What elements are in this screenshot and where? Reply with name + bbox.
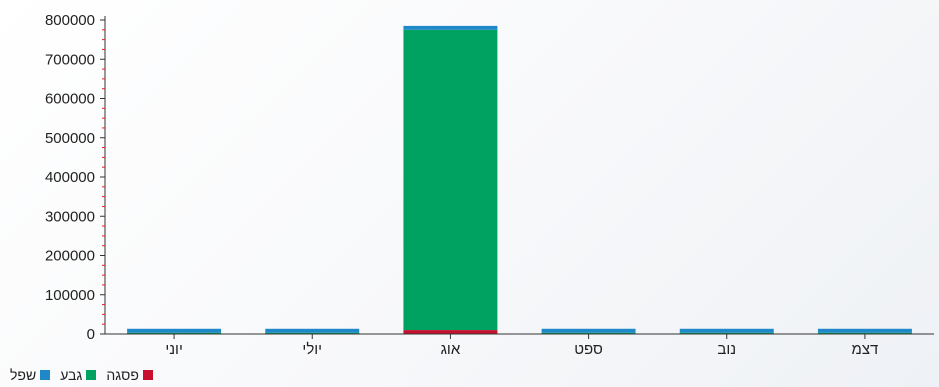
bar-segment [679, 328, 774, 333]
legend-item-mid: גבע [60, 367, 97, 383]
legend-swatch-low [40, 370, 51, 380]
legend-item-peak: פסגה [106, 368, 153, 382]
x-tick-label: ספט [574, 341, 603, 358]
y-tick-label: 300000 [45, 208, 95, 225]
bars [127, 25, 912, 334]
bar-segment [403, 25, 498, 30]
bar-segment [403, 29, 498, 331]
y-tick-label: 200000 [45, 248, 95, 265]
bar-segment [265, 328, 360, 333]
y-tick-label: 700000 [45, 51, 95, 68]
y-tick-label: 800000 [45, 12, 95, 29]
bar-segment [541, 328, 636, 333]
y-tick-label: 100000 [45, 287, 95, 304]
bar-segment [265, 332, 360, 334]
bar-segment [679, 332, 774, 334]
bar-segment [817, 328, 912, 333]
y-tick-label: 500000 [45, 130, 95, 147]
x-tick-label: יולי [302, 341, 322, 358]
x-axis: יוני יולי אוג ספט נוב דצמ [105, 333, 934, 358]
x-tick-label: יוני [165, 341, 183, 358]
bar-segment [403, 330, 498, 334]
y-tick-label: 0 [87, 326, 95, 343]
x-tick-label: דצמ [852, 341, 879, 358]
x-tick-label: נוב [717, 341, 736, 358]
y-tick-label: 600000 [45, 91, 95, 108]
legend-label-peak: פסגה [106, 367, 139, 383]
y-axis: 0 100000 200000 300000 400000 500000 600000 700… [45, 12, 106, 343]
legend-swatch-mid [86, 370, 97, 380]
bar-segment [541, 332, 636, 334]
y-tick-label: 400000 [45, 169, 95, 186]
legend-swatch-peak [142, 370, 153, 380]
legend-label-low: שפל [10, 367, 37, 383]
bar-segment [127, 328, 222, 333]
legend-item-low: שפל [10, 367, 51, 383]
legend-label-mid: גבע [60, 367, 83, 383]
legend: פסגה גבע שפל [10, 366, 153, 384]
bar-segment [817, 332, 912, 334]
x-tick-label: אוג [441, 341, 461, 358]
bar-segment [127, 332, 222, 334]
